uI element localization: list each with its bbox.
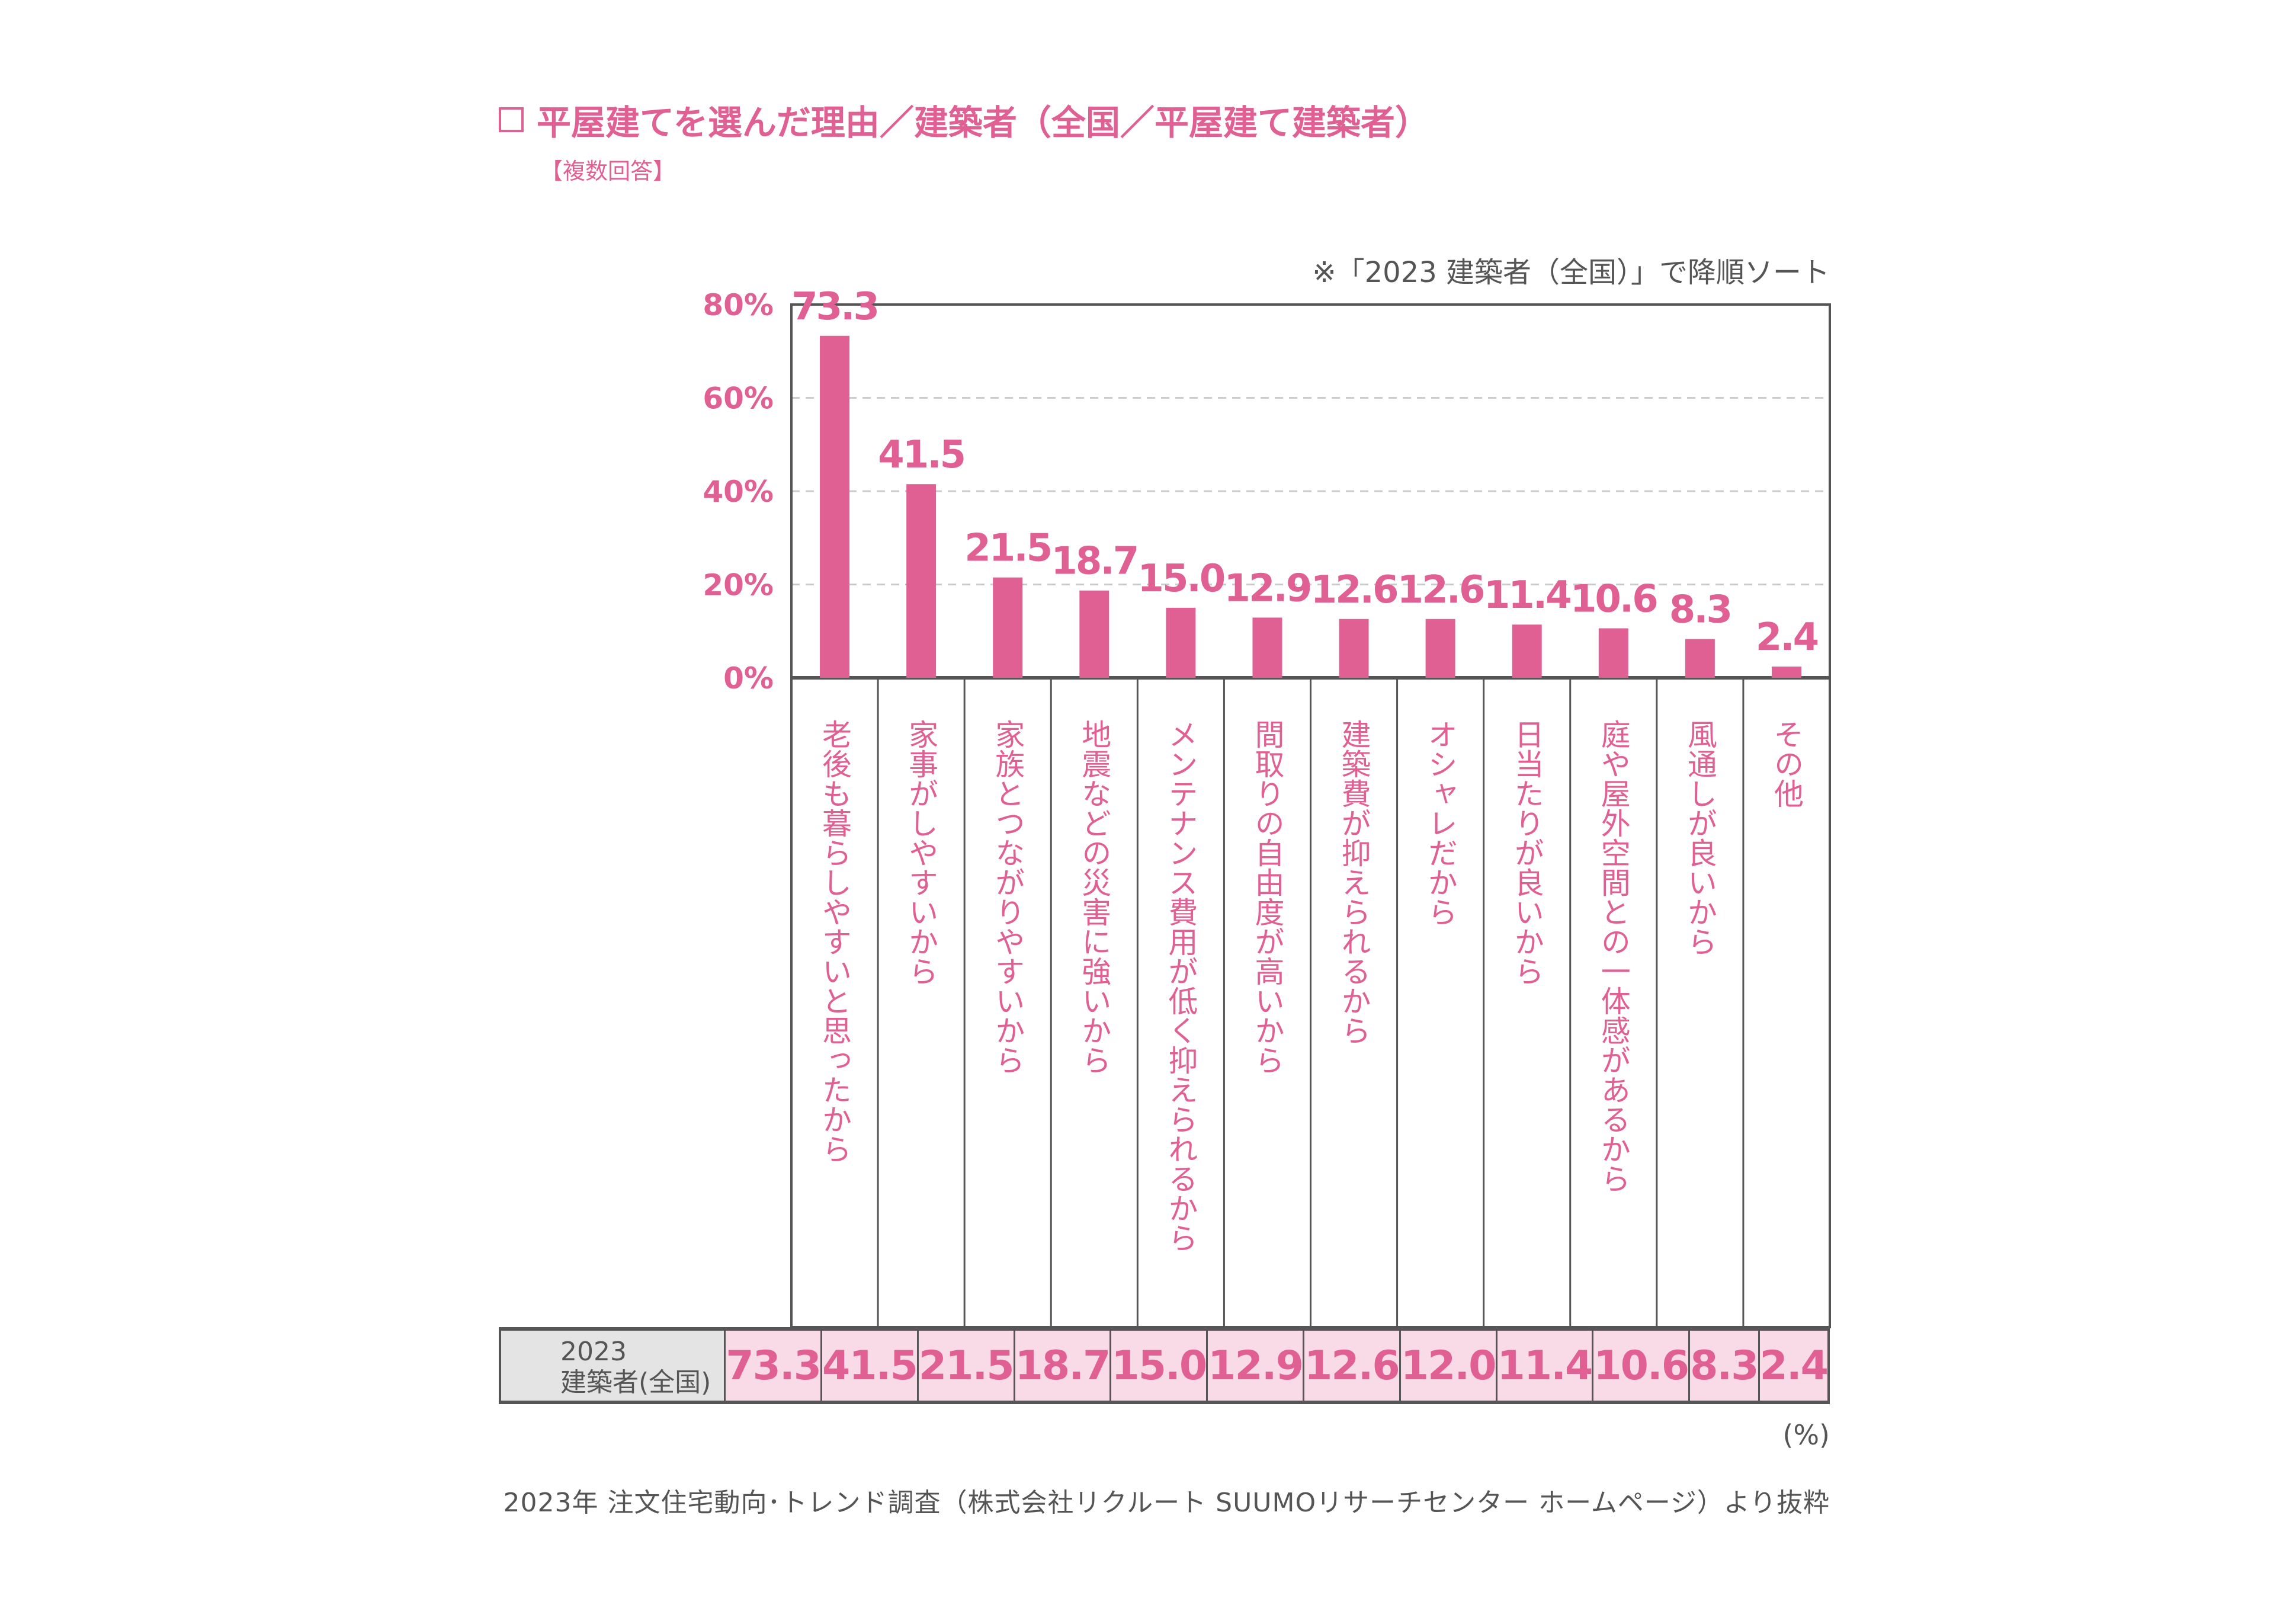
category-label: 風通しが良いから	[1683, 719, 1717, 956]
table-cell: 12.9	[1208, 1331, 1304, 1401]
subtitle: 【複数回答】	[540, 158, 676, 184]
bar	[1252, 617, 1282, 678]
bar	[1598, 628, 1628, 678]
table-cell: 21.5	[918, 1331, 1015, 1401]
bar-value-label: 8.3	[1669, 588, 1731, 632]
y-tick-label: 20%	[703, 568, 774, 603]
category-label: メンテナンス費用が低く抑えられるから	[1163, 719, 1198, 1252]
category-label: 老後も暮らしやすいと思ったから	[817, 719, 852, 1164]
y-tick-label: 40%	[703, 475, 774, 509]
table-cell: 12.6	[1304, 1331, 1401, 1401]
bar-value-label: 41.5	[878, 433, 964, 477]
title-text: 平屋建てを選んだ理由／建築者（全国／平屋建て建築者）	[537, 102, 1429, 143]
bar-value-label: 73.3	[791, 285, 878, 329]
bar-value-label: 10.6	[1570, 578, 1657, 622]
category-label: 建築費が抑えられるから	[1337, 719, 1371, 1045]
unit-label: (%)	[1782, 1419, 1830, 1451]
table-cell: 73.3	[726, 1331, 823, 1401]
category-label: 家事がしやすいから	[904, 719, 938, 986]
bar-value-label: 12.6	[1311, 568, 1397, 612]
y-tick-label: 0%	[723, 661, 774, 696]
bar	[1339, 619, 1369, 678]
y-tick-label: 60%	[703, 382, 774, 416]
table-cell: 11.4	[1497, 1331, 1594, 1401]
table-cell: 41.5	[822, 1331, 919, 1401]
table-cell: 8.3	[1690, 1331, 1760, 1401]
table-cell: 18.7	[1015, 1331, 1112, 1401]
bar-value-label: 12.6	[1397, 568, 1484, 612]
bar	[906, 484, 937, 678]
category-label: 間取りの自由度が高いから	[1250, 719, 1284, 1075]
bar	[1425, 619, 1455, 678]
bar-value-label: 12.9	[1224, 566, 1311, 610]
table-cell: 12.0	[1400, 1331, 1497, 1401]
bar	[1771, 667, 1801, 678]
bar-value-label: 18.7	[1051, 540, 1137, 584]
bar	[1166, 607, 1196, 678]
bar	[1512, 624, 1542, 678]
y-tick-label: 80%	[703, 288, 774, 322]
row-header-label: 建築者(全国)	[560, 1367, 711, 1398]
bar	[820, 335, 850, 678]
table-cell: 2.4	[1759, 1331, 1830, 1401]
chart-title: 平屋建てを選んだ理由／建築者（全国／平屋建て建築者）	[499, 95, 1429, 145]
bar	[1685, 639, 1715, 678]
bar-value-label: 15.0	[1137, 557, 1224, 601]
category-label: 家族とつながりやすいから	[990, 719, 1025, 1075]
bar-value-label: 21.5	[964, 527, 1051, 571]
category-label: その他	[1769, 719, 1804, 808]
bar-value-label: 2.4	[1756, 616, 1818, 659]
bar	[993, 577, 1023, 678]
bar-value-label: 11.4	[1484, 574, 1570, 617]
bar	[1079, 590, 1109, 678]
category-label: 庭や屋外空間との一体感があるから	[1596, 719, 1631, 1193]
data-table: 2023 建築者(全国) 73.3 41.5 21.5 18.7 15.0 12.9 12.…	[499, 1327, 1830, 1404]
square-bullet-icon	[499, 107, 524, 132]
row-header-year: 2023	[560, 1337, 627, 1367]
table-cell: 15.0	[1111, 1331, 1208, 1401]
table-cell: 10.6	[1593, 1331, 1691, 1401]
source-note: 2023年 注文住宅動向･トレンド調査（株式会社リクルート SUUMOリサーチセ…	[503, 1488, 1830, 1518]
category-label: 地震などの災害に強いから	[1077, 719, 1111, 1075]
category-label: オシャレだから	[1423, 719, 1458, 927]
sort-note: ※「2023 建築者（全国）」で降順ソート	[1312, 256, 1830, 289]
category-label: 日当たりが良いから	[1510, 719, 1544, 986]
table-row-header: 2023 建築者(全国)	[499, 1331, 726, 1401]
